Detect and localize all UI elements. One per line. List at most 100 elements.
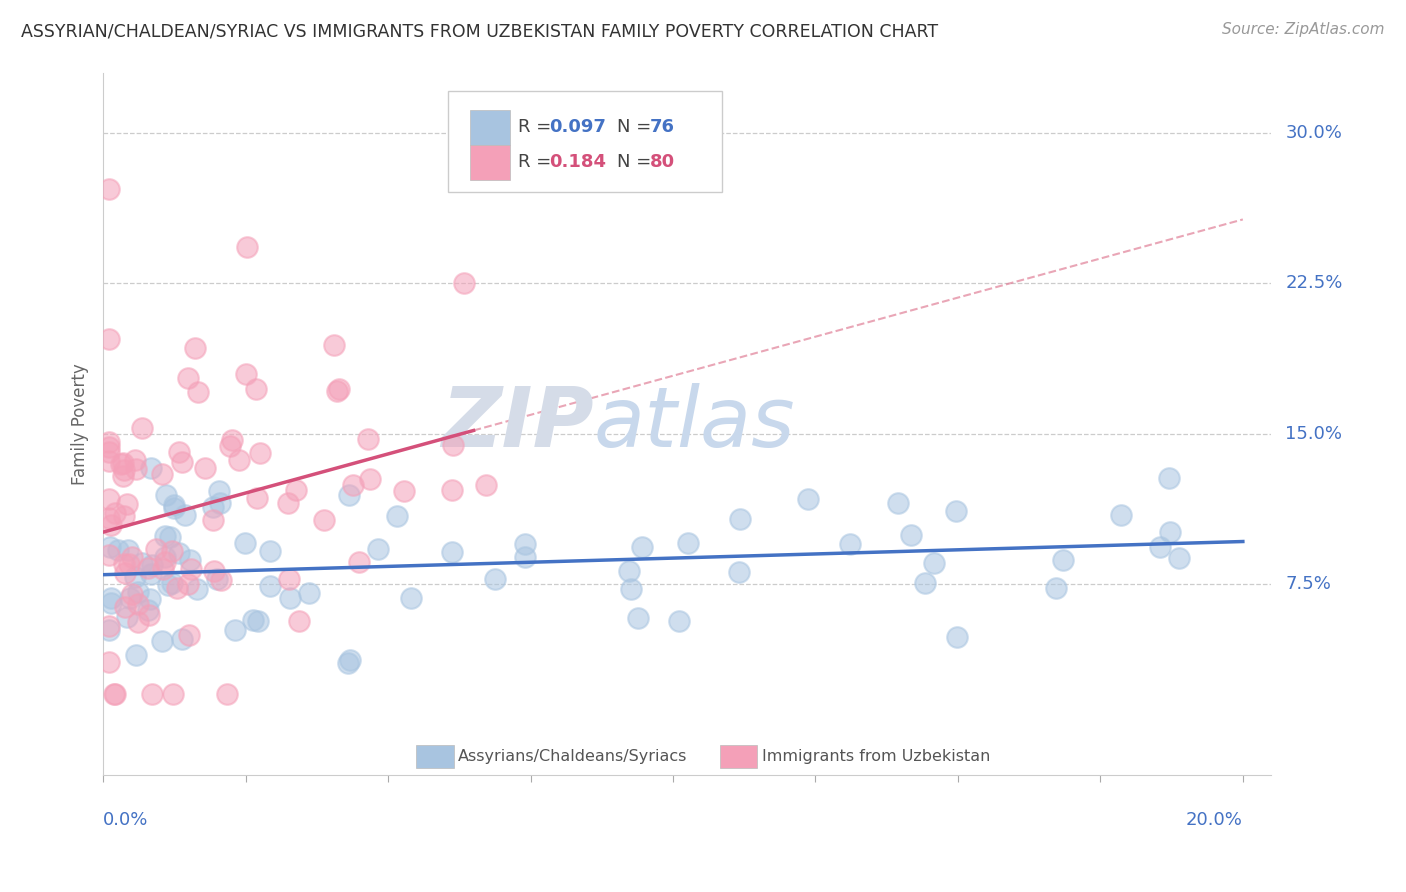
Point: [153, 549, 176, 564]
Point: [207, 483, 229, 498]
Point: [277, 572, 299, 586]
Point: [838, 536, 860, 550]
Point: [1045, 581, 1067, 595]
Point: [127, 597, 149, 611]
Text: Immigrants from Uzbekistan: Immigrants from Uzbekistan: [762, 749, 990, 764]
Text: ZIP: ZIP: [441, 384, 593, 465]
Point: [127, 615, 149, 629]
Point: [97, 440, 120, 454]
Text: 20.0%: 20.0%: [1187, 811, 1243, 829]
Point: [228, 452, 250, 467]
Point: [141, 558, 163, 572]
Point: [97, 454, 120, 468]
Point: [172, 455, 194, 469]
Text: R =: R =: [517, 153, 562, 171]
FancyBboxPatch shape: [447, 90, 723, 193]
Point: [153, 529, 176, 543]
Point: [187, 385, 209, 400]
Point: [441, 483, 464, 497]
Point: [98, 540, 121, 554]
Point: [205, 572, 228, 586]
Text: N =: N =: [617, 153, 657, 171]
Point: [97, 182, 120, 196]
Point: [97, 548, 120, 562]
Point: [97, 619, 120, 633]
Point: [887, 496, 910, 510]
Point: [247, 614, 270, 628]
Point: [399, 591, 422, 605]
Point: [218, 439, 240, 453]
Point: [125, 648, 148, 662]
Point: [97, 434, 120, 449]
Point: [245, 382, 267, 396]
Point: [172, 632, 194, 647]
Point: [167, 546, 190, 560]
Point: [145, 542, 167, 557]
Point: [235, 535, 257, 549]
Point: [131, 557, 153, 571]
Point: [162, 576, 184, 591]
Point: [103, 688, 125, 702]
Text: ASSYRIAN/CHALDEAN/SYRIAC VS IMMIGRANTS FROM UZBEKISTAN FAMILY POVERTY CORRELATIO: ASSYRIAN/CHALDEAN/SYRIAC VS IMMIGRANTS F…: [21, 22, 938, 40]
Point: [676, 536, 699, 550]
Point: [115, 609, 138, 624]
Point: [139, 566, 162, 581]
Point: [150, 633, 173, 648]
Point: [342, 478, 364, 492]
Point: [124, 453, 146, 467]
Point: [385, 508, 408, 523]
Point: [945, 504, 967, 518]
Point: [617, 564, 640, 578]
Point: [160, 543, 183, 558]
Point: [179, 553, 201, 567]
Point: [150, 467, 173, 482]
Point: [208, 496, 231, 510]
Point: [155, 488, 177, 502]
Point: [176, 577, 198, 591]
FancyBboxPatch shape: [470, 111, 509, 145]
Point: [104, 506, 127, 520]
Point: [1157, 471, 1180, 485]
FancyBboxPatch shape: [416, 745, 454, 768]
Point: [167, 445, 190, 459]
Point: [259, 544, 281, 558]
Point: [112, 469, 135, 483]
Point: [163, 499, 186, 513]
Point: [186, 582, 208, 596]
Point: [97, 623, 120, 637]
Point: [298, 586, 321, 600]
Point: [312, 513, 335, 527]
Point: [631, 540, 654, 554]
Point: [131, 420, 153, 434]
Point: [107, 542, 129, 557]
Point: [235, 367, 257, 381]
Point: [440, 544, 463, 558]
Text: 76: 76: [650, 118, 675, 136]
Point: [249, 446, 271, 460]
Point: [202, 564, 225, 578]
FancyBboxPatch shape: [470, 145, 509, 179]
Point: [221, 433, 243, 447]
Point: [97, 492, 120, 507]
Text: 30.0%: 30.0%: [1285, 124, 1343, 142]
Point: [924, 556, 946, 570]
Point: [285, 483, 308, 498]
Point: [246, 491, 269, 506]
Text: N =: N =: [617, 118, 657, 136]
Text: atlas: atlas: [593, 384, 796, 465]
Point: [114, 566, 136, 580]
Point: [453, 277, 475, 291]
Text: Source: ZipAtlas.com: Source: ZipAtlas.com: [1222, 22, 1385, 37]
Point: [484, 572, 506, 586]
Point: [288, 614, 311, 628]
Point: [336, 656, 359, 670]
Point: [359, 472, 381, 486]
Point: [513, 537, 536, 551]
Point: [727, 565, 749, 579]
Point: [138, 608, 160, 623]
Point: [1052, 552, 1074, 566]
Text: R =: R =: [517, 118, 557, 136]
Point: [97, 656, 120, 670]
Text: 22.5%: 22.5%: [1285, 275, 1343, 293]
Point: [112, 557, 135, 571]
